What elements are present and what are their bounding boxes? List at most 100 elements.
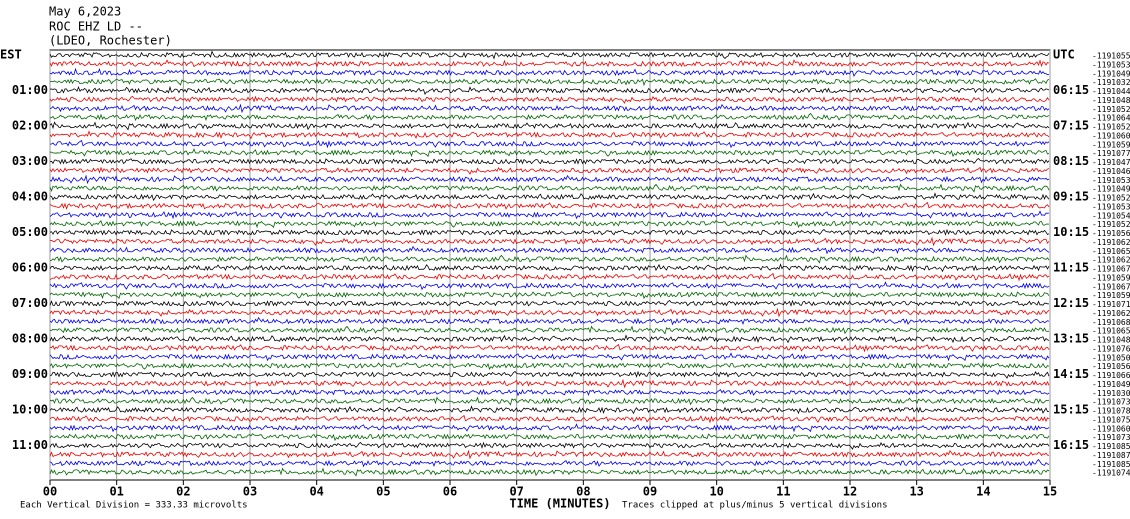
trace-label: -1191053 [1092,176,1130,185]
trace-label: -1191068 [1092,318,1130,327]
trace [49,441,1050,450]
x-tick-label: 04 [309,485,323,499]
trace-label: -1191062 [1092,309,1130,318]
station: ROC EHZ LD -- [49,20,143,34]
trace-label: -1191062 [1092,238,1130,247]
trace [49,78,1050,87]
trace [49,352,1050,362]
x-tick-label: 15 [1043,485,1057,499]
trace [49,405,1050,415]
trace-label: -1191067 [1092,282,1130,291]
trace-label: -1191032 [1092,78,1130,87]
trace-label: -1191087 [1092,451,1130,460]
est-label: 08:00 [12,332,48,346]
trace-label: -1191066 [1092,371,1130,380]
trace-label: -1191049 [1092,185,1130,194]
trace-label: -1191049 [1092,69,1130,78]
trace [49,59,1050,68]
trace-label: -1191076 [1092,344,1130,353]
trace-label: -1191049 [1092,380,1130,389]
trace [49,121,1050,131]
trace-label: -1191044 [1092,87,1130,96]
utc-label: 16:15 [1053,438,1089,452]
trace-label: -1191050 [1092,353,1130,362]
plot-frame [49,49,1051,481]
trace-label: -1191030 [1092,389,1130,398]
trace-label: -1191052 [1092,105,1130,114]
x-tick-label: 14 [976,485,990,499]
trace [49,387,1050,397]
trace [49,245,1050,255]
x-axis-label: TIME (MINUTES) [509,497,610,511]
est-label: 11:00 [12,438,48,452]
trace [49,201,1050,211]
trace-label: -1191047 [1092,158,1130,167]
trace-label: -1191085 [1092,442,1130,451]
trace [49,291,1050,300]
est-label: 07:00 [12,296,48,310]
trace [49,272,1050,282]
est-label: 09:00 [12,367,48,381]
trace-label: -1191046 [1092,167,1130,176]
trace-label: -1191055 [1092,52,1130,61]
trace-label: -1191054 [1092,211,1130,220]
trace-label: -1191059 [1092,273,1130,282]
trace [49,370,1050,379]
trace [49,85,1050,95]
trace-label: -1191048 [1092,96,1130,105]
x-tick-label: 13 [909,485,923,499]
trace-label: -1191060 [1092,424,1130,433]
trace-label: -1191059 [1092,140,1130,149]
trace [49,325,1050,335]
trace [49,334,1050,344]
trace [49,103,1050,114]
x-tick-label: 12 [843,485,857,499]
trace [49,192,1050,202]
trace [50,254,1050,264]
trace [49,423,1050,433]
location: (LDEO, Rochester) [49,34,172,48]
trace [49,220,1050,229]
trace-label: -1191052 [1092,194,1130,203]
est-label: 06:00 [12,261,48,275]
trace [49,67,1050,77]
trace-label: -1191073 [1092,398,1130,407]
x-tick-label: 10 [709,485,723,499]
trace-label: -1191056 [1092,229,1130,238]
utc-label: 12:15 [1053,296,1089,310]
trace [49,433,1050,442]
trace-label: -1191053 [1092,60,1130,69]
utc-label: 11:15 [1053,261,1089,275]
trace [49,299,1050,307]
trace-label: -1191075 [1092,415,1130,424]
est-label: 01:00 [12,83,48,97]
utc-label: 08:15 [1053,154,1089,168]
trace-label: -1191078 [1092,407,1130,416]
trace [49,50,1050,60]
trace [49,166,1050,175]
x-tick-label: 01 [109,485,123,499]
x-tick-label: 03 [243,485,257,499]
x-tick-label: 06 [443,485,457,499]
trace [49,343,1050,353]
trace [49,414,1050,424]
trace-label: -1191085 [1092,460,1130,469]
trace-label: -1191071 [1092,300,1130,309]
trace-label: -1191065 [1092,247,1130,256]
trace [49,467,1050,477]
trace [49,130,1050,140]
trace [49,95,1050,104]
utc-label: 14:15 [1053,367,1089,381]
x-tick-label: 02 [176,485,190,499]
trace [49,281,1050,291]
trace-label: -1191062 [1092,256,1130,265]
x-tick-label: 07 [509,485,523,499]
trace-label: -1191073 [1092,433,1130,442]
trace [49,210,1050,220]
utc-label: 10:15 [1053,225,1089,239]
x-tick-label: 05 [376,485,390,499]
footer-right: Traces clipped at plus/minus 5 vertical … [622,501,888,511]
trace [49,183,1050,193]
trace-label: -1191060 [1092,131,1130,140]
